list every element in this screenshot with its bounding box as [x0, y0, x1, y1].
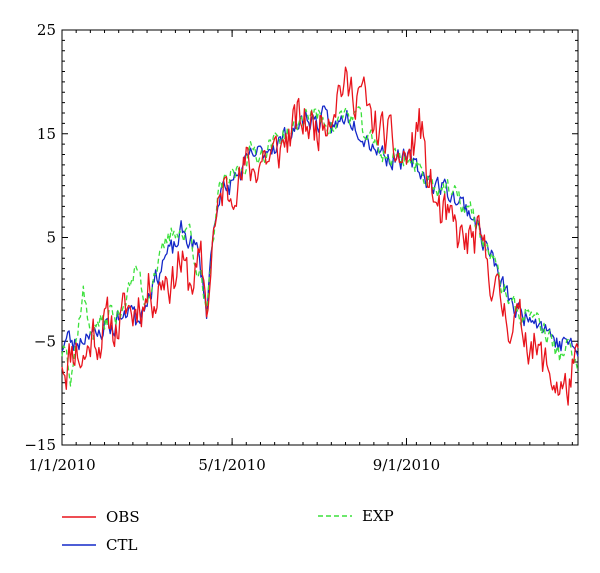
series-line-ctl	[61, 105, 579, 357]
y-tick-label: 5	[46, 229, 56, 247]
y-tick-label: −15	[24, 436, 56, 454]
y-tick-label: 25	[37, 21, 56, 39]
plot-frame	[61, 29, 579, 446]
x-tick-label: 1/1/2010	[28, 456, 95, 474]
y-tick-label: −5	[34, 332, 56, 350]
y-tick-label: 15	[37, 125, 56, 143]
x-tick-label: 5/1/2010	[198, 456, 265, 474]
series-line-exp	[61, 106, 579, 387]
legend-item-obs: OBS	[62, 508, 140, 526]
legend-label-obs: OBS	[106, 508, 140, 526]
legend-item-ctl: CTL	[62, 536, 137, 554]
x-tick-label: 9/1/2010	[373, 456, 440, 474]
legend-label-exp: EXP	[362, 507, 394, 525]
legend-label-ctl: CTL	[106, 536, 137, 554]
legend-item-exp: EXP	[318, 507, 394, 525]
series-line-obs	[61, 66, 579, 406]
